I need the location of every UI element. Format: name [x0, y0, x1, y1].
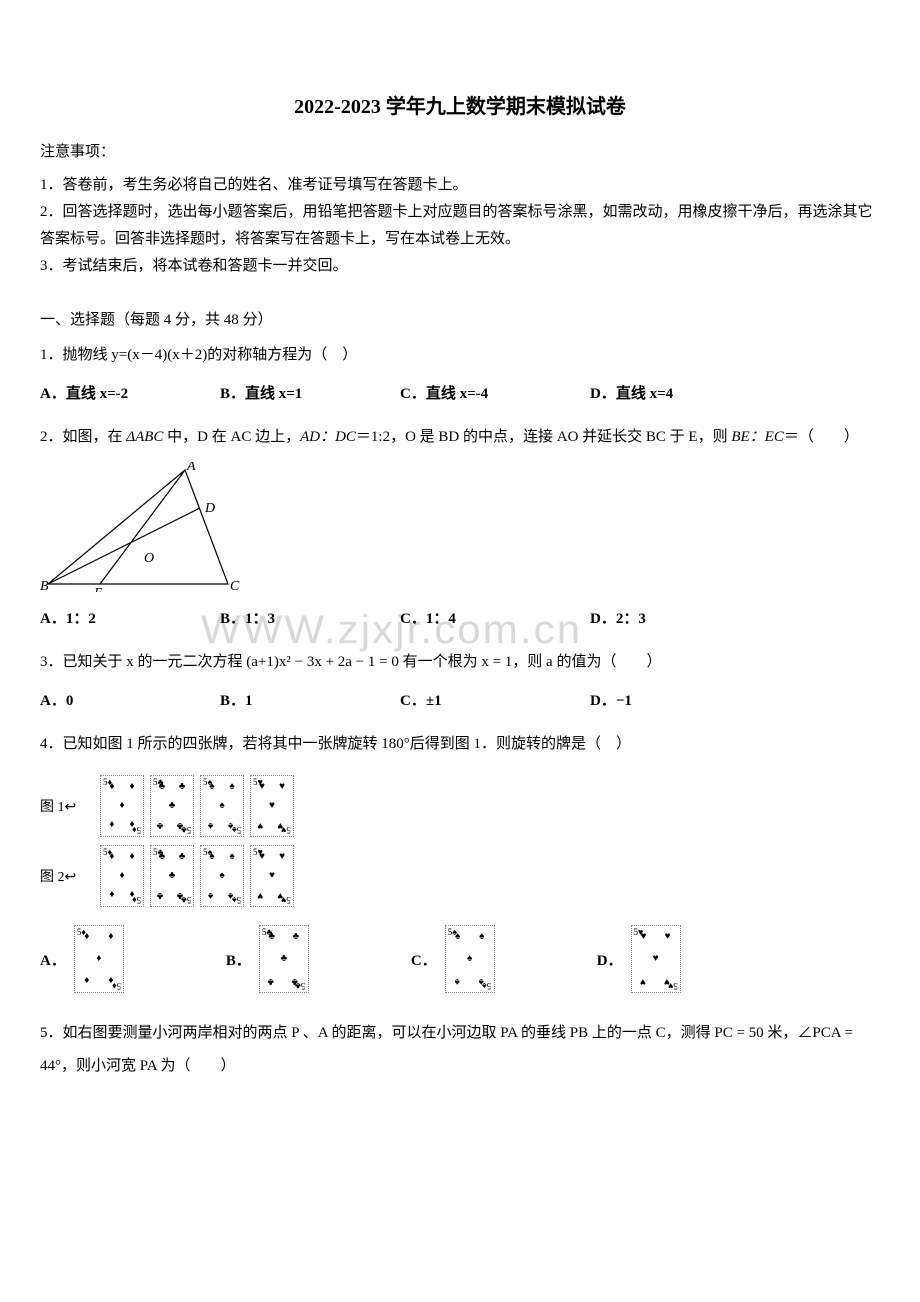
q2-figure: A B C D O E [40, 462, 880, 597]
q1-stem: 1．抛物线 y=(x－4)(x＋2)的对称轴方程为（ ） [40, 339, 880, 372]
q2-stem-end: ＝（ ） [784, 429, 859, 445]
svg-text:O: O [144, 551, 154, 566]
instruction-line-3: 3．考试结束后，将本试卷和答题卡一并交回。 [40, 253, 880, 280]
q4-option-a-wrap: A． 5♦♦♦♦♦♦5♦ [40, 925, 130, 993]
section-1-heading: 一、选择题（每题 4 分，共 48 分） [40, 308, 880, 329]
q1-option-b: B．直线 x=1 [220, 378, 400, 411]
q4-row1: 图 1↩ 5♦♦♦♦♦♦5♦ 5♣♣♣♣♣♣5♣ 5♠♠♠♠♠♠5♠ 5♥♥♥♥… [40, 775, 880, 837]
q3-stem: 3．已知关于 x 的一元二次方程 (a+1)x² − 3x + 2a − 1 =… [40, 646, 880, 679]
card-diamond-r2: 5♦♦♦♦♦♦5♦ [100, 845, 144, 907]
svg-text:B: B [40, 579, 49, 592]
q4-option-a-card: 5♦♦♦♦♦♦5♦ [74, 925, 124, 993]
q4-option-c-card: 5♠♠♠♠♠♠5♠ [445, 925, 495, 993]
card-spade-r2: 5♠♠♠♠♠♠5♠ [200, 845, 244, 907]
q4-option-b-label: B． [226, 949, 251, 970]
q2-triangle-svg: A B C D O E [40, 462, 240, 592]
q2-ratio1: AD：DC [300, 429, 356, 445]
q4-option-a-label: A． [40, 949, 66, 970]
card-heart-r1: 5♥♥♥♥♥♥5♥ [250, 775, 294, 837]
instructions-label: 注意事项： [40, 139, 880, 166]
q2-options: A．1：2 B．1：3 C．1：4 D．2：3 [40, 603, 880, 636]
q2-stem: 2．如图，在 ΔABC 中，D 在 AC 边上，AD：DC＝1:2，O 是 BD… [40, 421, 880, 454]
instructions-block: 注意事项： 1．答卷前，考生务必将自己的姓名、准考证号填写在答题卡上。 2．回答… [40, 139, 880, 280]
svg-text:E: E [93, 586, 103, 592]
q3-option-c: C．±1 [400, 685, 590, 718]
q4-row2-label: 图 2↩ [40, 866, 100, 886]
page-content: 2022-2023 学年九上数学期末模拟试卷 注意事项： 1．答卷前，考生务必将… [40, 90, 880, 1083]
q2-stem-mid2: ＝1:2，O 是 BD 的中点，连接 AO 并延长交 BC 于 E，则 [356, 429, 731, 445]
q4-option-d-label: D． [597, 949, 623, 970]
svg-text:D: D [204, 501, 215, 516]
q1-options: A．直线 x=-2 B．直线 x=1 C．直线 x=-4 D．直线 x=4 [40, 378, 880, 411]
card-spade-r1: 5♠♠♠♠♠♠5♠ [200, 775, 244, 837]
q1-option-a: A．直线 x=-2 [40, 378, 220, 411]
q3-option-b: B．1 [220, 685, 400, 718]
card-club-r2: 5♣♣♣♣♣♣5♣ [150, 845, 194, 907]
q1-option-d: D．直线 x=4 [590, 378, 770, 411]
q2-option-c: C．1：4 [400, 603, 590, 636]
q3-option-d: D．−1 [590, 685, 770, 718]
instruction-line-1: 1．答卷前，考生务必将自己的姓名、准考证号填写在答题卡上。 [40, 172, 880, 199]
q2-option-d: D．2：3 [590, 603, 770, 636]
q5-stem: 5．如右图要测量小河两岸相对的两点 P 、A 的距离，可以在小河边取 PA 的垂… [40, 1017, 880, 1083]
q4-cards-block: 图 1↩ 5♦♦♦♦♦♦5♦ 5♣♣♣♣♣♣5♣ 5♠♠♠♠♠♠5♠ 5♥♥♥♥… [40, 775, 880, 907]
q2-ratio2: BE：EC [731, 429, 784, 445]
q4-option-b-card: 5♣♣♣♣♣♣5♣ [259, 925, 309, 993]
instruction-line-2: 2．回答选择题时，选出每小题答案后，用铅笔把答题卡上对应题目的答案标号涂黑，如需… [40, 199, 880, 253]
q4-option-d-card: 5♥♥♥♥♥♥5♥ [631, 925, 681, 993]
q4-row1-label: 图 1↩ [40, 796, 100, 816]
q1-option-c: C．直线 x=-4 [400, 378, 590, 411]
card-heart-r2: 5♥♥♥♥♥♥5♥ [250, 845, 294, 907]
svg-text:A: A [186, 462, 196, 474]
q2-option-a: A．1：2 [40, 603, 220, 636]
card-club-r1: 5♣♣♣♣♣♣5♣ [150, 775, 194, 837]
q4-row2: 图 2↩ 5♦♦♦♦♦♦5♦ 5♣♣♣♣♣♣5♣ 5♠♠♠♠♠♠5♠ 5♥♥♥♥… [40, 845, 880, 907]
q2-triangle: ΔABC [126, 429, 163, 445]
q4-option-c-label: C． [411, 949, 437, 970]
q4-option-b-wrap: B． 5♣♣♣♣♣♣5♣ [226, 925, 315, 993]
svg-text:C: C [230, 579, 240, 592]
q3-options: A．0 B．1 C．±1 D．−1 [40, 685, 880, 718]
q4-options: A． 5♦♦♦♦♦♦5♦ B． 5♣♣♣♣♣♣5♣ C． 5♠♠♠♠♠♠5♠ D… [40, 925, 880, 993]
q2-stem-prefix: 2．如图，在 [40, 429, 126, 445]
q2-option-b: B．1：3 [220, 603, 400, 636]
q4-option-d-wrap: D． 5♥♥♥♥♥♥5♥ [597, 925, 687, 993]
card-diamond-r1: 5♦♦♦♦♦♦5♦ [100, 775, 144, 837]
q3-option-a: A．0 [40, 685, 220, 718]
q4-stem: 4．已知如图 1 所示的四张牌，若将其中一张牌旋转 180°后得到图 1．则旋转… [40, 728, 880, 761]
q2-stem-mid1: 中，D 在 AC 边上， [163, 429, 300, 445]
q4-option-c-wrap: C． 5♠♠♠♠♠♠5♠ [411, 925, 501, 993]
exam-title: 2022-2023 学年九上数学期末模拟试卷 [40, 90, 880, 119]
